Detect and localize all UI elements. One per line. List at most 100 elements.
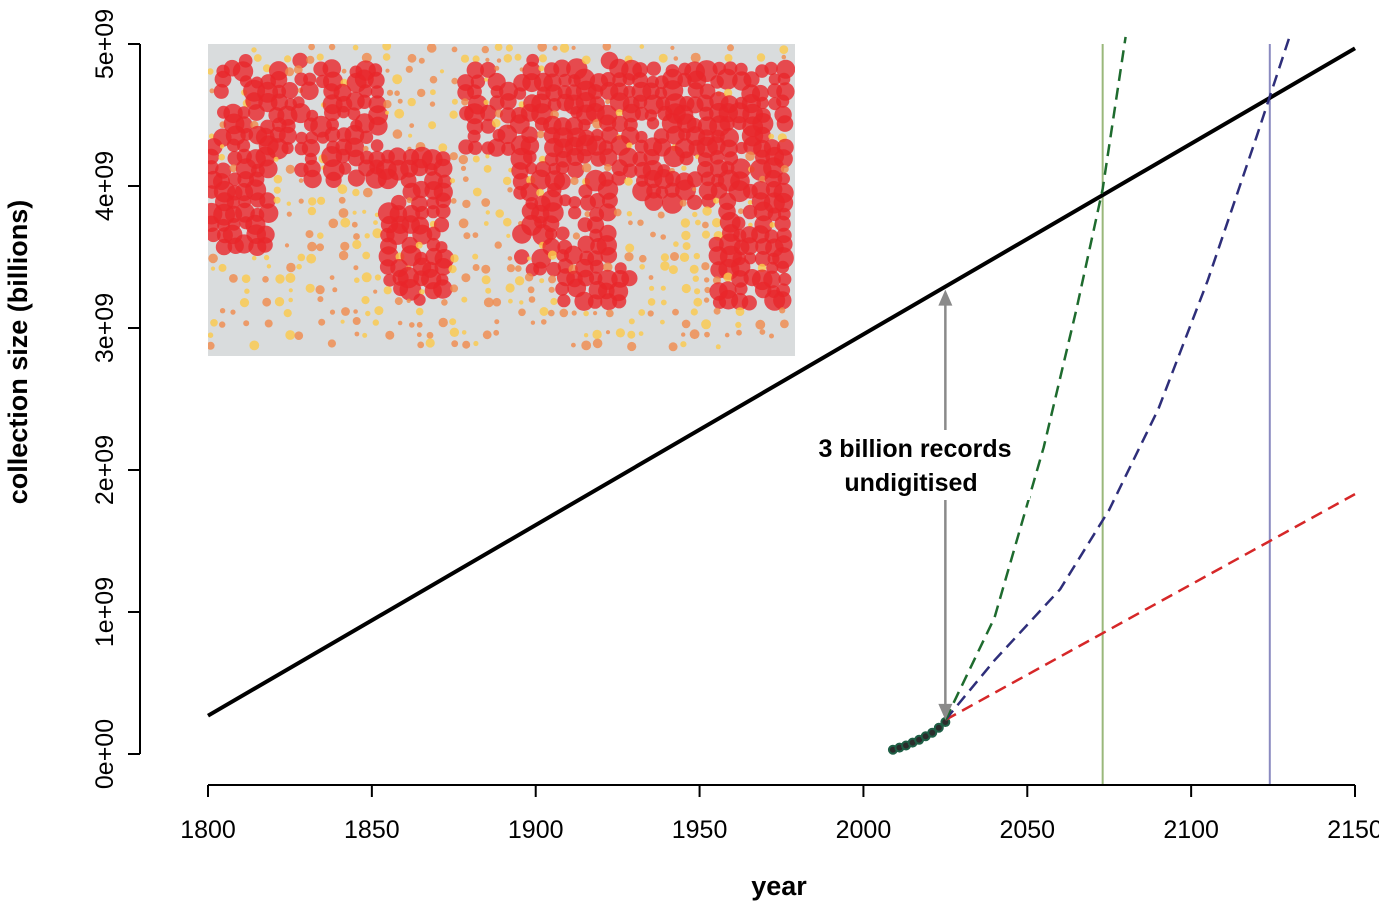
- inset-map-dot: [352, 188, 360, 197]
- inset-map-dot: [742, 204, 758, 220]
- inset-map-dot: [542, 215, 560, 233]
- inset-map-dot: [506, 233, 511, 238]
- inset-map-dot: [317, 232, 324, 239]
- inset-map-dot: [418, 57, 425, 64]
- inset-map-dot: [461, 273, 471, 283]
- inset-map-dot: [288, 288, 293, 293]
- inset-map-dot: [382, 53, 391, 61]
- inset-map-dot: [638, 309, 646, 316]
- inset-map-dot: [485, 57, 490, 63]
- inset-map-dot: [337, 105, 350, 119]
- inset-map-dot: [433, 279, 453, 299]
- inset-map-dot: [578, 118, 591, 132]
- inset-map-dot: [362, 332, 368, 338]
- inset-map-dot: [472, 155, 480, 163]
- inset-map-dot: [318, 318, 326, 326]
- inset-map-dot: [536, 188, 545, 197]
- inset-map-dot: [646, 117, 660, 130]
- inset-map-dot: [464, 103, 486, 125]
- inset-map-dot: [494, 319, 500, 325]
- inset-map-dot: [774, 215, 791, 232]
- inset-map-dot: [539, 307, 549, 316]
- y-tick-label: 5e+09: [91, 9, 119, 79]
- inset-map-dot: [548, 286, 555, 293]
- inset-map-dot: [237, 139, 251, 153]
- inset-map-dot: [680, 218, 691, 228]
- inset-map-dot: [704, 331, 710, 338]
- inset-map-dot: [226, 138, 241, 152]
- inset-map-dot: [338, 196, 346, 204]
- inset-map-dot: [624, 177, 633, 186]
- reference-lines: [1101, 44, 1271, 785]
- inset-map-dot: [724, 54, 733, 62]
- inset-map-dot: [361, 272, 372, 283]
- inset-map-dot: [538, 54, 548, 63]
- inset-map-dot: [324, 104, 341, 122]
- inset-map-dot: [527, 286, 535, 294]
- inset-map-dot: [363, 187, 373, 198]
- annotation-line-1: 3 billion records: [818, 435, 1011, 463]
- inset-map-dot: [429, 75, 438, 84]
- inset-map-dot: [692, 187, 697, 192]
- inset-map-dot: [397, 98, 403, 104]
- inset-map-dot: [681, 165, 687, 171]
- inset-map-dot: [451, 340, 459, 348]
- inset-map-dot: [743, 71, 760, 88]
- inset-map-dot: [495, 209, 505, 218]
- inset-map-dot: [615, 109, 624, 117]
- inset-map-dot: [754, 250, 771, 267]
- inset-map-dot: [693, 252, 700, 260]
- inset-map-dot: [394, 108, 405, 119]
- y-tick-label: 1e+09: [91, 577, 119, 647]
- inset-map-dot: [723, 88, 733, 98]
- inset-map-dot: [539, 278, 545, 284]
- inset-map-dot: [306, 253, 317, 264]
- series-line-projection: [944, 36, 1127, 721]
- inset-map-dot: [731, 216, 746, 230]
- inset-map-dot: [258, 159, 278, 179]
- inset-map-dot: [681, 319, 691, 329]
- x-axis: 1800 1850 1900 1950 2000 2050 2100 2150: [180, 784, 1379, 844]
- inset-map-dot: [695, 60, 718, 83]
- inset-map-dot: [701, 319, 712, 330]
- inset-map-dot: [373, 289, 378, 294]
- inset-map-dot: [524, 273, 534, 282]
- inset-map-dot: [639, 44, 645, 49]
- inset-map-dot: [273, 156, 279, 162]
- inset-map-dot: [460, 165, 467, 171]
- inset-map-dot: [251, 47, 257, 53]
- inset-map-dot: [392, 74, 403, 85]
- inset-map-dot: [612, 294, 627, 309]
- inset-map-dot: [781, 54, 787, 60]
- inset-map-dot: [481, 264, 491, 274]
- inset-map-dot: [715, 344, 721, 350]
- inset-map-dot: [773, 291, 792, 310]
- inset-map-dot: [627, 330, 636, 339]
- inset-map-dot: [214, 70, 232, 88]
- inset-map-dot: [278, 126, 297, 145]
- inset-map-dot: [483, 99, 489, 106]
- inset-map-dot: [210, 266, 216, 271]
- inset-map-dot: [572, 232, 581, 240]
- inset-map-dot: [586, 216, 605, 234]
- inset-map-dot: [262, 276, 269, 283]
- inset-map-dot: [548, 275, 557, 284]
- inset-map-dot: [466, 61, 484, 79]
- inset-map-dot: [547, 250, 558, 260]
- inset-map-dot: [449, 318, 457, 326]
- inset-map-dot: [372, 319, 379, 326]
- inset-map-dot: [615, 328, 626, 338]
- inset-map-dot: [756, 53, 766, 62]
- inset-map-dot: [373, 220, 378, 226]
- inset-map-dot: [383, 100, 392, 109]
- inset-map-dot: [728, 180, 751, 203]
- inset-map-dot: [681, 283, 691, 294]
- inset-map-dot: [513, 87, 527, 100]
- inset-map-dot: [727, 44, 734, 52]
- inset-map-dot: [407, 97, 416, 107]
- inset-map-dot: [243, 320, 250, 327]
- inset-map-dot: [483, 165, 492, 173]
- inset-map-dot: [262, 297, 272, 307]
- inset-map-dot: [735, 321, 742, 328]
- inset-map-dot: [527, 256, 532, 261]
